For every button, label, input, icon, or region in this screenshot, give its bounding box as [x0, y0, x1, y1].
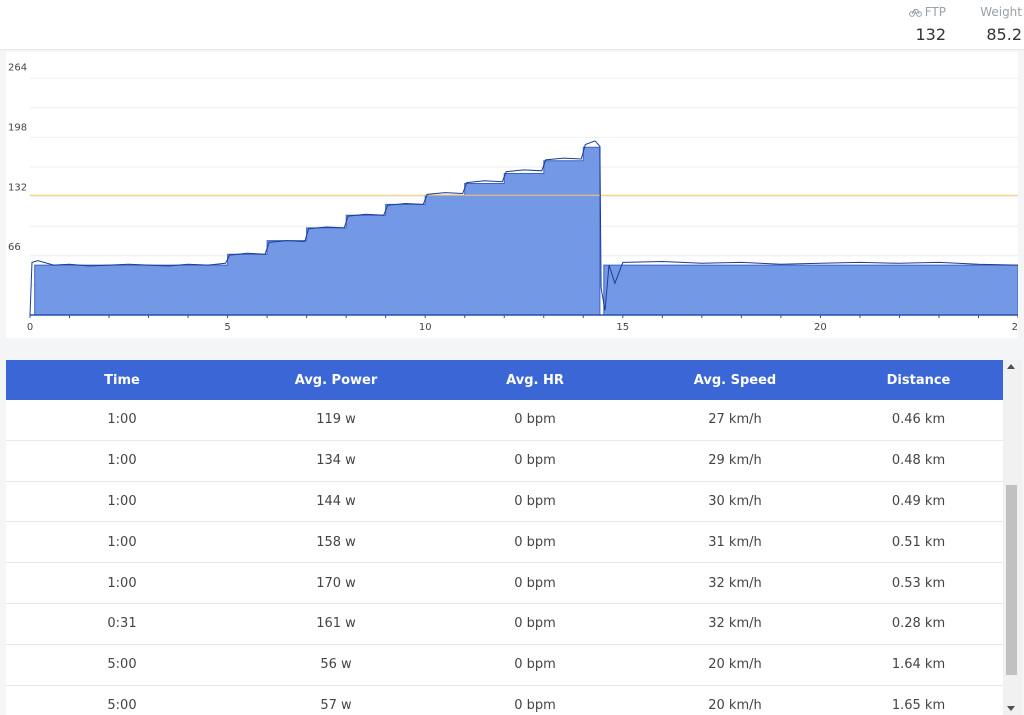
- column-header-avg-speed[interactable]: Avg. Speed: [693, 372, 777, 388]
- x-tick-label: 20: [814, 322, 827, 333]
- ftp-label: FTP: [908, 4, 946, 20]
- power-target-area: [30, 146, 1018, 316]
- cell-distance: 0.28 km: [891, 616, 946, 632]
- cell-avg-speed: 27 km/h: [708, 412, 762, 428]
- table-body: 1:00 119 w 0 bpm 27 km/h 0.46 km 1:00 13…: [6, 400, 1003, 715]
- cell-avg-speed: 32 km/h: [708, 575, 762, 591]
- y-tick-label: 66: [8, 242, 21, 253]
- column-header-distance[interactable]: Distance: [886, 372, 951, 388]
- x-tick-label: 5: [224, 322, 230, 333]
- table-row[interactable]: 1:00 134 w 0 bpm 29 km/h 0.48 km: [6, 440, 1003, 482]
- cell-avg-power: 170 w: [316, 575, 356, 591]
- cell-avg-power: 144 w: [316, 493, 356, 509]
- cell-avg-hr: 0 bpm: [514, 697, 556, 713]
- cell-time: 5:00: [107, 657, 137, 673]
- cell-time: 1:00: [107, 493, 137, 509]
- scroll-up-arrow-icon[interactable]: [1007, 364, 1015, 369]
- cell-avg-power: 134 w: [316, 453, 356, 469]
- column-header-avg-power[interactable]: Avg. Power: [294, 372, 378, 388]
- column-header-avg-hr[interactable]: Avg. HR: [506, 372, 564, 388]
- table-row[interactable]: 1:00 119 w 0 bpm 27 km/h 0.46 km: [6, 400, 1003, 441]
- table-row[interactable]: 5:00 57 w 0 bpm 20 km/h 1.65 km: [6, 685, 1003, 715]
- table-scrollbar[interactable]: [1003, 360, 1022, 715]
- cell-distance: 0.49 km: [891, 493, 946, 509]
- x-tick-label: 25: [1012, 322, 1018, 333]
- cell-time: 0:31: [107, 616, 137, 632]
- cell-avg-hr: 0 bpm: [514, 493, 556, 509]
- column-header-time[interactable]: Time: [104, 372, 140, 388]
- cell-distance: 1.64 km: [891, 657, 946, 673]
- y-tick-label: 198: [8, 122, 27, 133]
- table-row[interactable]: 5:00 56 w 0 bpm 20 km/h 1.64 km: [6, 644, 1003, 686]
- cell-distance: 0.53 km: [891, 575, 946, 591]
- cell-avg-hr: 0 bpm: [514, 575, 556, 591]
- intervals-table: Time Avg. Power Avg. HR Avg. Speed Dista…: [6, 360, 1022, 715]
- cell-distance: 1.65 km: [891, 697, 946, 713]
- cell-time: 1:00: [107, 534, 137, 550]
- table-row[interactable]: 1:00 158 w 0 bpm 31 km/h 0.51 km: [6, 522, 1003, 564]
- cell-time: 1:00: [107, 453, 137, 469]
- cell-avg-hr: 0 bpm: [514, 453, 556, 469]
- cell-avg-hr: 0 bpm: [514, 657, 556, 673]
- y-tick-label: 132: [8, 182, 27, 193]
- cell-avg-speed: 20 km/h: [708, 697, 762, 713]
- cell-time: 5:00: [107, 697, 137, 713]
- cell-avg-power: 119 w: [316, 412, 356, 428]
- cell-avg-power: 57 w: [320, 697, 352, 713]
- cell-avg-hr: 0 bpm: [514, 616, 556, 632]
- cell-avg-speed: 31 km/h: [708, 534, 762, 550]
- table-row[interactable]: 1:00 144 w 0 bpm 30 km/h 0.49 km: [6, 481, 1003, 523]
- power-line: [29, 140, 1018, 316]
- cell-avg-power: 161 w: [316, 616, 356, 632]
- scroll-down-arrow-icon[interactable]: [1007, 706, 1015, 711]
- cell-avg-power: 158 w: [316, 534, 356, 550]
- x-tick-label: 0: [27, 322, 33, 333]
- cell-avg-speed: 20 km/h: [708, 657, 762, 673]
- y-tick-label: 264: [8, 63, 27, 74]
- x-tick-label: 10: [419, 322, 432, 333]
- x-tick-label: 15: [616, 322, 629, 333]
- ftp-label-text: FTP: [924, 5, 946, 19]
- cell-distance: 0.51 km: [891, 534, 946, 550]
- bike-icon: [908, 7, 922, 17]
- cell-distance: 0.46 km: [891, 412, 946, 428]
- table-row[interactable]: 1:00 170 w 0 bpm 32 km/h 0.53 km: [6, 563, 1003, 604]
- top-bar: FTP 132 Weight 85.2: [0, 0, 1024, 50]
- weight-value: 85.2: [986, 25, 1022, 44]
- ftp-value: 132: [915, 25, 946, 44]
- ftp-metric: FTP 132: [908, 4, 946, 44]
- power-chart: 66 132 198 264 0 5 10 15 20 25: [6, 52, 1018, 338]
- cell-avg-speed: 29 km/h: [708, 453, 762, 469]
- table-header: Time Avg. Power Avg. HR Avg. Speed Dista…: [6, 360, 1003, 400]
- weight-metric: Weight 85.2: [980, 4, 1022, 44]
- scrollbar-thumb[interactable]: [1006, 485, 1017, 675]
- power-chart-svg: 66 132 198 264 0 5 10 15 20 25: [8, 63, 1018, 333]
- cell-avg-hr: 0 bpm: [514, 412, 556, 428]
- cell-avg-hr: 0 bpm: [514, 534, 556, 550]
- weight-label: Weight: [980, 5, 1022, 19]
- table-row[interactable]: 0:31 161 w 0 bpm 32 km/h 0.28 km: [6, 603, 1003, 645]
- cell-distance: 0.48 km: [891, 453, 946, 469]
- cell-avg-speed: 32 km/h: [708, 616, 762, 632]
- cell-time: 1:00: [107, 412, 137, 428]
- cell-time: 1:00: [107, 575, 137, 591]
- cell-avg-speed: 30 km/h: [708, 493, 762, 509]
- cell-avg-power: 56 w: [320, 657, 352, 673]
